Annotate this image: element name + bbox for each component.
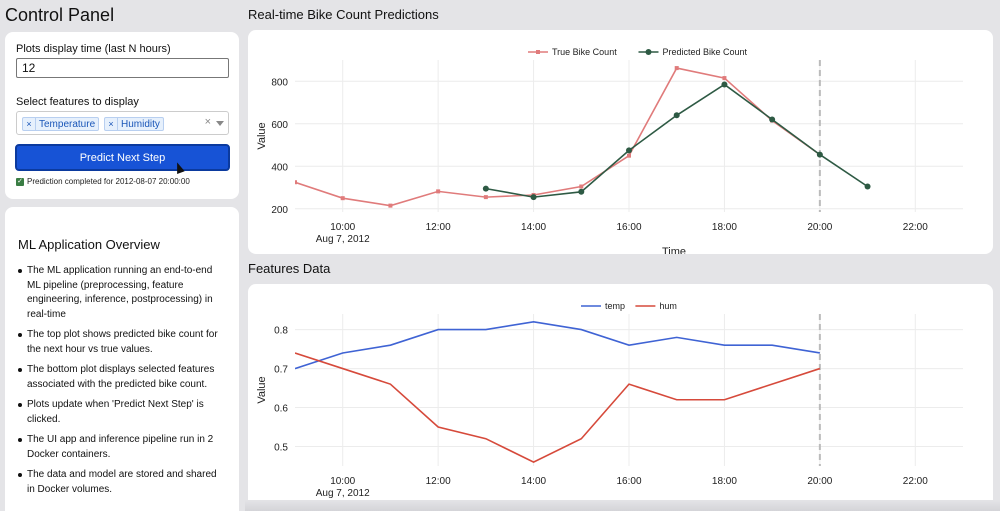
legend-label: hum: [659, 301, 677, 311]
legend-marker: [536, 50, 540, 54]
y-tick-label: 0.5: [274, 443, 288, 454]
x-tick-label: 14:00: [521, 222, 546, 233]
list-item: The top plot shows predicted bike count …: [17, 328, 227, 357]
remove-tag-icon[interactable]: ×: [105, 118, 118, 130]
overview-title: ML Application Overview: [18, 237, 160, 252]
tag-label: Humidity: [121, 118, 160, 130]
status-text: Prediction completed for 2012-08-07 20:0…: [27, 177, 190, 186]
data-point: [721, 81, 728, 88]
series-line: [295, 320, 820, 370]
data-point: [388, 203, 393, 208]
x-tick-label: 22:00: [903, 222, 928, 233]
tag-temperature: × Temperature: [22, 117, 100, 131]
tag-humidity: × Humidity: [104, 117, 164, 131]
x-tick-label: 10:00: [330, 222, 355, 233]
chart-svg-1: 0.5 0.6 0.7 0.8 10:00 12:00 14:00 16:00 18:00 20:…: [256, 301, 963, 508]
control-panel-title: Control Panel: [5, 5, 115, 25]
tag-label: Temperature: [39, 118, 96, 130]
data-point: [578, 188, 585, 195]
check-icon: ✓: [16, 177, 24, 186]
x-tick-label: 12:00: [426, 476, 451, 487]
overview-card: ML Application Overview The ML applicati…: [5, 207, 239, 511]
features-multiselect[interactable]: × Temperature × Humidity ×: [16, 111, 229, 135]
series-line: [295, 67, 821, 207]
legend-label: Predicted Bike Count: [663, 47, 748, 57]
hours-input[interactable]: [16, 58, 229, 78]
y-axis-label: Value: [256, 122, 268, 149]
status-message: ✓ Prediction completed for 2012-08-07 20…: [16, 177, 190, 186]
y-axis-label: Value: [256, 376, 268, 403]
data-point: [627, 153, 631, 158]
data-point: [483, 195, 488, 200]
x-tick-label: 12:00: [426, 222, 451, 233]
x-tick-label: 16:00: [616, 476, 641, 487]
control-card: Plots display time (last N hours) Select…: [5, 32, 239, 199]
data-point: [722, 76, 727, 81]
y-tick-label: 0.6: [274, 404, 288, 415]
data-point: [482, 185, 489, 192]
series-true-bike-count: [295, 66, 822, 208]
chart-svg-0: 200 400 600 800 10:00 12:00 14:00 16:00 18:00 20:…: [256, 47, 963, 254]
list-item: Plots update when 'Predict Next Step' is…: [17, 398, 227, 427]
y-tick-label: 400: [271, 162, 288, 173]
predict-next-step-button[interactable]: Predict Next Step: [15, 144, 230, 171]
left-column: Control Panel Plots display time (last N…: [0, 0, 245, 511]
x-tick-label: 10:00: [330, 476, 355, 487]
data-point: [295, 180, 297, 185]
list-item: The bottom plot displays selected featur…: [17, 363, 227, 392]
data-point: [769, 116, 776, 123]
y-tick-label: 600: [271, 120, 288, 131]
chart-legend: True Bike Count Predicted Bike Count: [528, 47, 748, 57]
x-tick-label: 18:00: [712, 222, 737, 233]
bottom-shadow: [245, 500, 1000, 511]
data-point: [340, 196, 345, 201]
features-chart-card: 0.5 0.6 0.7 0.8 10:00 12:00 14:00 16:00 18:00 20:…: [248, 284, 993, 508]
x-sub-label: Aug 7, 2012: [316, 234, 370, 245]
legend-label: True Bike Count: [552, 47, 617, 57]
list-item: The ML application running an end-to-end…: [17, 264, 227, 322]
series-hum: [295, 352, 821, 463]
series-temp: [295, 320, 820, 370]
series-line: [295, 352, 821, 463]
data-point: [436, 189, 441, 194]
list-item: The data and model are stored and shared…: [17, 468, 227, 497]
x-axis-label: Time: [662, 246, 686, 254]
clear-icon[interactable]: ×: [204, 116, 211, 128]
x-tick-label: 22:00: [903, 476, 928, 487]
data-point: [626, 147, 632, 154]
data-point: [673, 112, 680, 119]
y-tick-label: 800: [271, 77, 288, 88]
legend-marker: [645, 49, 652, 55]
series-line: [485, 83, 869, 198]
y-tick-label: 0.7: [274, 365, 288, 376]
chevron-down-icon[interactable]: [216, 121, 224, 126]
list-item: The UI app and inference pipeline run in…: [17, 433, 227, 462]
remove-tag-icon[interactable]: ×: [23, 118, 36, 130]
legend-label: temp: [605, 301, 625, 311]
data-point: [530, 194, 537, 201]
y-tick-label: 200: [271, 205, 288, 216]
chart-legend: temp hum: [581, 301, 677, 311]
y-tick-label: 0.8: [274, 326, 288, 337]
x-tick-label: 20:00: [807, 476, 832, 487]
x-sub-label: Aug 7, 2012: [316, 488, 370, 499]
x-tick-label: 16:00: [616, 222, 641, 233]
hours-label: Plots display time (last N hours): [16, 43, 171, 55]
x-tick-label: 20:00: [807, 222, 832, 233]
predictions-section-title: Real-time Bike Count Predictions: [248, 7, 439, 22]
x-tick-label: 14:00: [521, 476, 546, 487]
data-point: [579, 184, 584, 189]
data-point: [816, 151, 823, 158]
features-label: Select features to display: [16, 96, 139, 108]
data-point: [674, 66, 679, 71]
predictions-chart-card: 200 400 600 800 10:00 12:00 14:00 16:00 18:00 20:…: [248, 30, 993, 254]
data-point: [864, 183, 871, 190]
series-predicted-bike-count: [482, 81, 871, 201]
overview-list: The ML application running an end-to-end…: [17, 264, 227, 503]
x-tick-label: 18:00: [712, 476, 737, 487]
features-section-title: Features Data: [248, 261, 331, 276]
